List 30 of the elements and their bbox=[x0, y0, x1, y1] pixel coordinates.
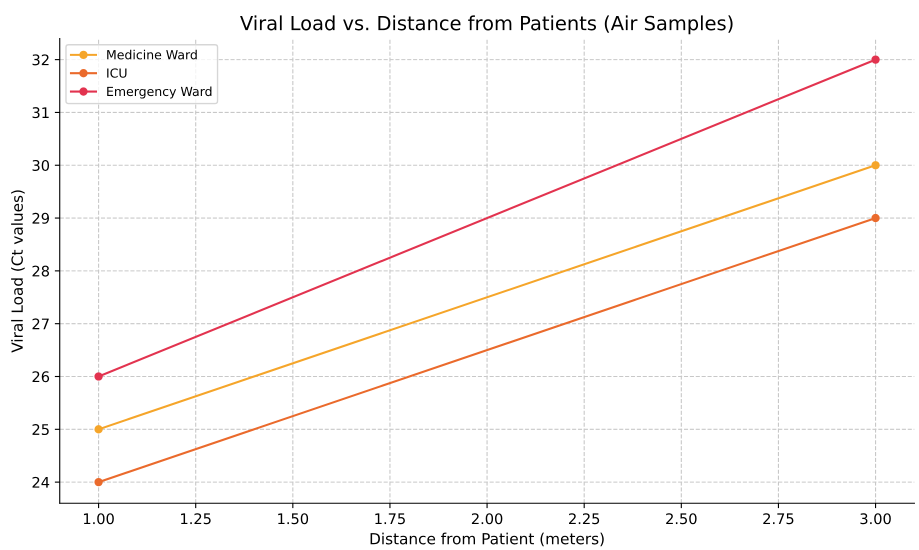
point bbox=[871, 55, 880, 64]
point bbox=[94, 478, 103, 486]
x-tick-label: 2.25 bbox=[569, 513, 600, 524]
y-tick-label: 26 bbox=[32, 371, 50, 382]
y-tick-label: 31 bbox=[32, 107, 49, 118]
x-tick-label: 1.00 bbox=[84, 513, 114, 524]
legend-label: Medicine Ward bbox=[107, 50, 197, 60]
x-tick-label: 2.50 bbox=[666, 513, 697, 524]
legend-label: Emergency Ward bbox=[107, 86, 212, 99]
x-tick-label: 1.50 bbox=[278, 513, 308, 524]
y-tick-label: 24 bbox=[32, 476, 50, 488]
y-tick-label: 25 bbox=[32, 424, 49, 436]
x-tick-label: 2.75 bbox=[763, 513, 794, 524]
x-tick-label: 1.25 bbox=[181, 513, 211, 524]
x-axis-title: Distance from Patient (meters) bbox=[370, 532, 604, 546]
point bbox=[94, 372, 103, 381]
y-tick-label: 27 bbox=[32, 318, 49, 330]
y-tick-label: 30 bbox=[32, 160, 50, 171]
point bbox=[871, 161, 880, 170]
chart-title: Viral Load vs. Distance from Patients (Air Samples) bbox=[240, 15, 733, 34]
y-tick-label: 28 bbox=[32, 266, 50, 277]
x-tick-label: 2.00 bbox=[472, 513, 502, 524]
y-axis-title: Viral Load (Ct values) bbox=[11, 190, 25, 353]
x-tick-label: 3.00 bbox=[860, 513, 891, 524]
legend-label: ICU bbox=[107, 68, 126, 78]
y-tick-label: 32 bbox=[32, 54, 49, 66]
point bbox=[871, 214, 880, 222]
point bbox=[94, 425, 103, 434]
x-tick-label: 1.75 bbox=[375, 513, 405, 524]
y-tick-label: 29 bbox=[32, 212, 49, 224]
